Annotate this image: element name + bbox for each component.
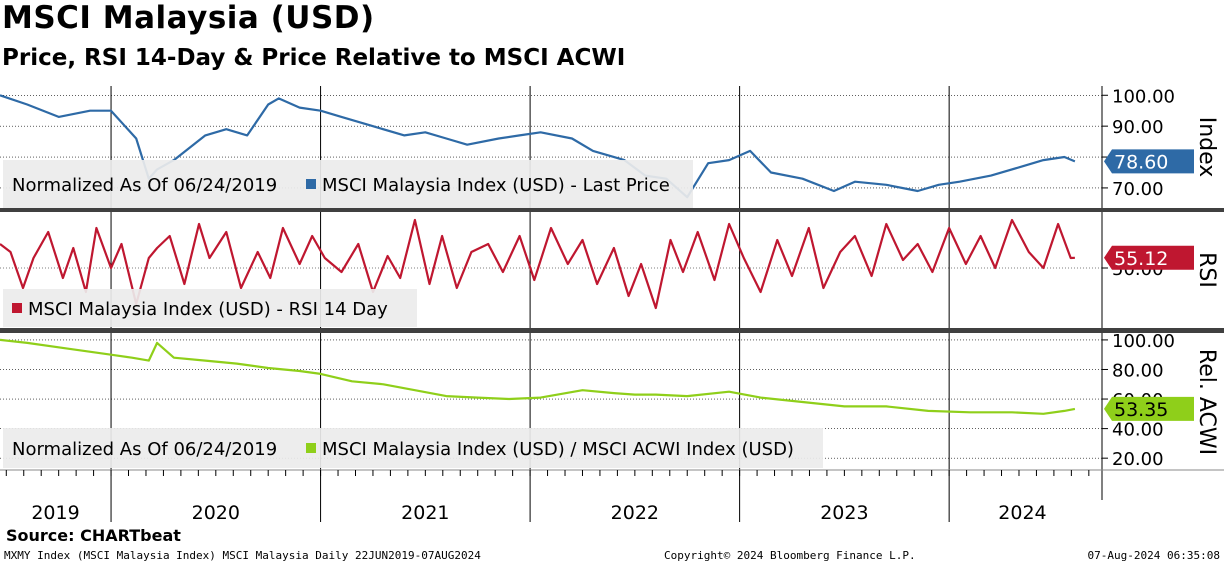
last-value-badge-bg (1104, 245, 1194, 270)
source-label: Source: CHARTbeat (6, 526, 181, 545)
legend-swatch (306, 179, 316, 189)
legend-background (3, 428, 823, 468)
last-value-label: 78.60 (1114, 151, 1168, 173)
last-value-label: 53.35 (1114, 399, 1168, 421)
axis-title-rsi: RSI (1194, 252, 1219, 288)
series-line-rsi (0, 218, 1075, 310)
legend-prefix: Normalized As Of 06/24/2019 (12, 175, 277, 196)
y-tick-label: 80.00 (1112, 360, 1164, 381)
series-line-relative (0, 338, 1076, 415)
x-year-label: 2022 (611, 502, 659, 524)
last-value-badge-bg (1104, 149, 1194, 174)
last-value-badge-rsi: 55.12 (1104, 245, 1194, 270)
y-tick-label: 20.00 (1112, 449, 1164, 470)
legend-relative: Normalized As Of 06/24/2019 MSCI Malaysia… (3, 428, 823, 468)
y-tick-label: 100.00 (1112, 331, 1175, 352)
legend-prefix: Normalized As Of 06/24/2019 (12, 439, 277, 460)
axis-title-relative: Rel. ACWI (1194, 349, 1219, 455)
x-year-label: 2023 (820, 502, 868, 524)
y-tick-label: 100.00 (1112, 86, 1175, 107)
legend-background (3, 160, 693, 208)
axis-title-price: Index (1194, 117, 1219, 178)
panel-separator (0, 328, 1224, 333)
last-value-label: 55.12 (1114, 248, 1168, 270)
x-year-label: 2021 (401, 502, 449, 524)
legend-series-label: MSCI Malaysia Index (USD) - RSI 14 Day (28, 299, 388, 320)
x-year-label: 2019 (31, 502, 79, 524)
copyright-notice: Copyright© 2024 Bloomberg Finance L.P. (664, 549, 916, 562)
legend-swatch (12, 303, 22, 313)
legend-series-label: MSCI Malaysia Index (USD) - Last Price (322, 175, 670, 196)
y-tick-label: 70.00 (1112, 179, 1164, 200)
last-value-badge-bg (1104, 396, 1194, 421)
x-year-label: 2024 (998, 502, 1046, 524)
timestamp: 07-Aug-2024 06:35:08 (1087, 549, 1220, 562)
x-year-label: 2020 (192, 502, 240, 524)
legend-background (3, 289, 417, 327)
ticker-info: MXMY Index (MSCI Malaysia Index) MSCI Ma… (4, 549, 481, 562)
chart-subtitle: Price, RSI 14-Day & Price Relative to MS… (2, 45, 626, 71)
last-value-badge-price: 78.60 (1104, 149, 1194, 174)
y-tick-label: 40.00 (1112, 420, 1164, 441)
panel-separator (0, 208, 1224, 212)
legend-rsi: MSCI Malaysia Index (USD) - RSI 14 Day (3, 289, 417, 327)
chart-title: MSCI Malaysia (USD) (2, 0, 375, 36)
last-value-badge-relative: 53.35 (1104, 396, 1194, 421)
legend-price: Normalized As Of 06/24/2019 MSCI Malaysia… (3, 160, 693, 208)
y-tick-label: 90.00 (1112, 117, 1164, 138)
legend-series-label: MSCI Malaysia Index (USD) / MSCI ACWI In… (322, 439, 794, 460)
legend-swatch (306, 443, 316, 453)
